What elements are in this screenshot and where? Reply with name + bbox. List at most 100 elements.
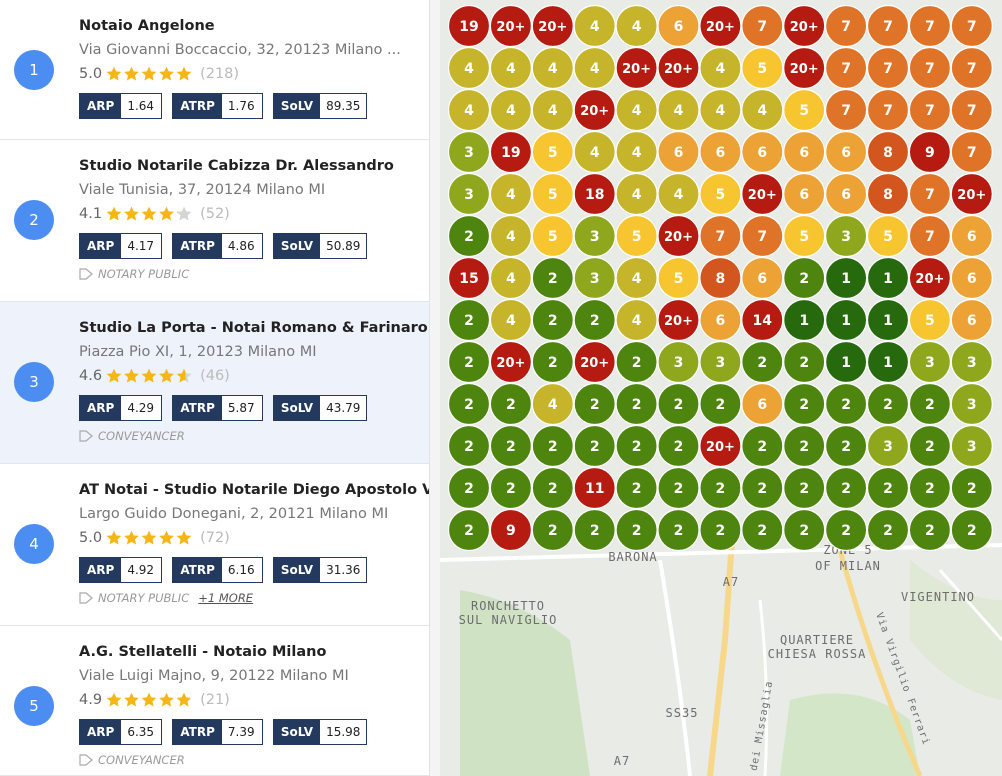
rank-pin[interactable]: 2 bbox=[657, 382, 700, 426]
rank-pin[interactable]: 20+ bbox=[741, 172, 784, 216]
rank-pin[interactable]: 1 bbox=[866, 298, 910, 342]
rank-pin[interactable]: 7 bbox=[950, 88, 993, 132]
rank-pin[interactable]: 20+ bbox=[657, 298, 700, 342]
rank-pin[interactable]: 3 bbox=[825, 214, 868, 258]
rank-pin[interactable]: 6 bbox=[950, 214, 993, 258]
rank-pin[interactable]: 9 bbox=[908, 130, 951, 174]
rank-pin[interactable]: 3 bbox=[908, 340, 951, 384]
rank-pin[interactable]: 2 bbox=[908, 508, 951, 552]
rank-pin[interactable]: 7 bbox=[950, 46, 993, 90]
rank-pin[interactable]: 20+ bbox=[531, 4, 574, 48]
rank-pin[interactable]: 7 bbox=[908, 4, 951, 48]
rank-pin[interactable]: 3 bbox=[447, 130, 491, 174]
rank-pin[interactable]: 3 bbox=[447, 172, 491, 216]
rank-pin[interactable]: 8 bbox=[866, 130, 910, 174]
rank-pin[interactable]: 7 bbox=[908, 46, 951, 90]
rank-pin[interactable]: 2 bbox=[447, 340, 491, 384]
rank-pin[interactable]: 4 bbox=[615, 4, 658, 48]
rank-pin[interactable]: 4 bbox=[489, 298, 533, 342]
rank-pin[interactable]: 5 bbox=[531, 172, 574, 216]
rank-pin[interactable]: 7 bbox=[908, 214, 951, 258]
rank-pin[interactable]: 2 bbox=[531, 508, 574, 552]
rank-pin[interactable]: 3 bbox=[573, 214, 616, 258]
rank-pin[interactable]: 15 bbox=[447, 256, 491, 300]
rank-pin[interactable]: 2 bbox=[447, 424, 491, 468]
rank-pin[interactable]: 2 bbox=[866, 466, 910, 510]
rank-pin[interactable]: 2 bbox=[866, 382, 910, 426]
rank-pin[interactable]: 2 bbox=[447, 508, 491, 552]
rank-pin[interactable]: 4 bbox=[699, 88, 742, 132]
rank-pin[interactable]: 7 bbox=[699, 214, 742, 258]
rank-pin[interactable]: 2 bbox=[866, 508, 910, 552]
rank-pin[interactable]: 6 bbox=[825, 130, 868, 174]
rank-pin[interactable]: 5 bbox=[741, 46, 784, 90]
rank-pin[interactable]: 2 bbox=[908, 466, 951, 510]
rank-pin[interactable]: 9 bbox=[489, 508, 533, 552]
rank-pin[interactable]: 2 bbox=[615, 340, 658, 384]
rank-pin[interactable]: 2 bbox=[573, 508, 616, 552]
rank-pin[interactable]: 7 bbox=[950, 4, 993, 48]
rank-pin[interactable]: 6 bbox=[783, 172, 826, 216]
listing-item[interactable]: 5 A.G. Stellatelli - Notaio Milano Viale L… bbox=[0, 626, 429, 776]
rank-pin[interactable]: 19 bbox=[447, 4, 491, 48]
rank-pin[interactable]: 1 bbox=[866, 256, 910, 300]
rank-pin[interactable]: 6 bbox=[657, 130, 700, 174]
rank-pin[interactable]: 5 bbox=[531, 130, 574, 174]
rank-pin[interactable]: 2 bbox=[447, 298, 491, 342]
rank-pin[interactable]: 7 bbox=[908, 88, 951, 132]
rank-pin[interactable]: 6 bbox=[741, 382, 784, 426]
rank-pin[interactable]: 2 bbox=[783, 256, 826, 300]
rank-pin[interactable]: 6 bbox=[657, 4, 700, 48]
rank-pin[interactable]: 3 bbox=[699, 340, 742, 384]
rank-pin[interactable]: 2 bbox=[531, 340, 574, 384]
rank-pin[interactable]: 1 bbox=[825, 340, 868, 384]
rank-pin[interactable]: 4 bbox=[657, 172, 700, 216]
rank-pin[interactable]: 3 bbox=[950, 424, 993, 468]
rank-pin[interactable]: 4 bbox=[489, 256, 533, 300]
rank-pin[interactable]: 20+ bbox=[699, 4, 742, 48]
rank-pin[interactable]: 2 bbox=[573, 382, 616, 426]
rank-pin[interactable]: 7 bbox=[741, 4, 784, 48]
rank-pin[interactable]: 2 bbox=[489, 382, 533, 426]
rank-pin[interactable]: 2 bbox=[657, 466, 700, 510]
rank-pin[interactable]: 1 bbox=[825, 256, 868, 300]
rank-pin[interactable]: 4 bbox=[531, 88, 574, 132]
rank-pin[interactable]: 2 bbox=[531, 424, 574, 468]
rank-pin[interactable]: 20+ bbox=[573, 340, 616, 384]
rank-pin[interactable]: 4 bbox=[489, 172, 533, 216]
rank-pin[interactable]: 4 bbox=[447, 88, 491, 132]
rank-pin[interactable]: 5 bbox=[783, 88, 826, 132]
listing-item[interactable]: 4 AT Notai - Studio Notarile Diego Aposto… bbox=[0, 464, 429, 626]
rank-pin[interactable]: 4 bbox=[573, 130, 616, 174]
rank-pin[interactable]: 5 bbox=[699, 172, 742, 216]
rank-pin[interactable]: 8 bbox=[699, 256, 742, 300]
rank-pin[interactable]: 2 bbox=[825, 466, 868, 510]
rank-pin[interactable]: 2 bbox=[489, 466, 533, 510]
rank-pin[interactable]: 2 bbox=[531, 256, 574, 300]
rank-pin[interactable]: 3 bbox=[950, 382, 993, 426]
rank-pin[interactable]: 5 bbox=[615, 214, 658, 258]
rank-pin[interactable]: 5 bbox=[866, 214, 910, 258]
rank-pin[interactable]: 14 bbox=[741, 298, 784, 342]
rank-pin[interactable]: 20+ bbox=[783, 46, 826, 90]
rank-pin[interactable]: 4 bbox=[489, 46, 533, 90]
rank-pin[interactable]: 8 bbox=[866, 172, 910, 216]
rank-pin[interactable]: 3 bbox=[657, 340, 700, 384]
rank-pin[interactable]: 2 bbox=[573, 424, 616, 468]
rank-pin[interactable]: 1 bbox=[783, 298, 826, 342]
rank-pin[interactable]: 4 bbox=[615, 88, 658, 132]
rank-pin[interactable]: 2 bbox=[657, 508, 700, 552]
rank-pin[interactable]: 6 bbox=[783, 130, 826, 174]
rank-pin[interactable]: 2 bbox=[447, 382, 491, 426]
rank-pin[interactable]: 2 bbox=[741, 508, 784, 552]
rank-pin[interactable]: 20+ bbox=[699, 424, 742, 468]
rank-pin[interactable]: 4 bbox=[615, 172, 658, 216]
rank-pin[interactable]: 4 bbox=[615, 256, 658, 300]
rank-pin[interactable]: 7 bbox=[866, 88, 910, 132]
rank-pin[interactable]: 1 bbox=[866, 340, 910, 384]
rank-pin[interactable]: 4 bbox=[573, 46, 616, 90]
rank-pin[interactable]: 20+ bbox=[615, 46, 658, 90]
listing-item[interactable]: 1 Notaio Angelone Via Giovanni Boccaccio, … bbox=[0, 0, 429, 140]
rank-pin[interactable]: 2 bbox=[783, 340, 826, 384]
rank-pin[interactable]: 4 bbox=[573, 4, 616, 48]
